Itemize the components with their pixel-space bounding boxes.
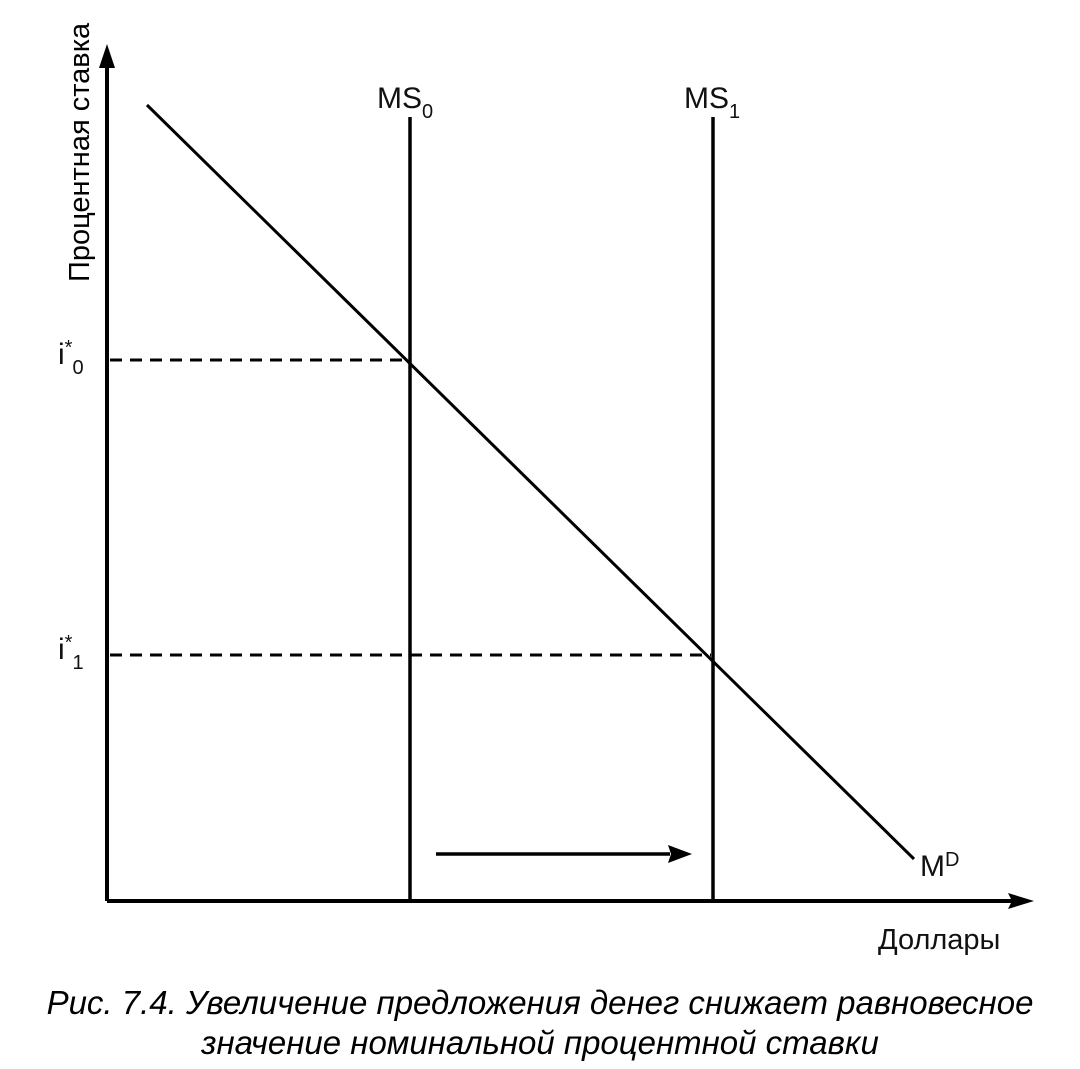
shift-arrowhead-icon [668, 845, 692, 863]
x-axis-label: Доллары [878, 924, 1001, 956]
md-line [145, 103, 916, 861]
ms0-label-base: MS [377, 82, 422, 115]
ms1-label-base: MS [684, 82, 729, 115]
i1-label-sub: 1 [72, 652, 84, 674]
x-axis-arrowhead-icon [1008, 893, 1034, 909]
i0-label: i*0 [58, 337, 84, 379]
md-label: MD [920, 849, 960, 884]
ms1-label: MS1 [684, 82, 740, 123]
ms0-label-sub: 0 [422, 101, 434, 123]
md-label-base: M [920, 850, 945, 883]
i0-label-star: * [64, 337, 73, 359]
i1-label: i*1 [58, 632, 84, 674]
y-axis-label: Процентная ставка [64, 22, 96, 282]
i0-label-sub: 0 [72, 357, 84, 379]
i1-label-star: * [64, 632, 73, 654]
ms1-label-sub: 1 [729, 101, 741, 123]
caption-line-2: значение номинальной процентной ставки [201, 1024, 879, 1061]
i0-label-base: i [58, 338, 65, 371]
md-label-sup: D [945, 849, 960, 871]
y-axis-arrowhead-icon [99, 44, 115, 68]
caption-line-1: Рис. 7.4. Увеличение предложения денег с… [46, 984, 1034, 1021]
ms0-label: MS0 [377, 82, 433, 123]
i1-label-base: i [58, 633, 65, 666]
